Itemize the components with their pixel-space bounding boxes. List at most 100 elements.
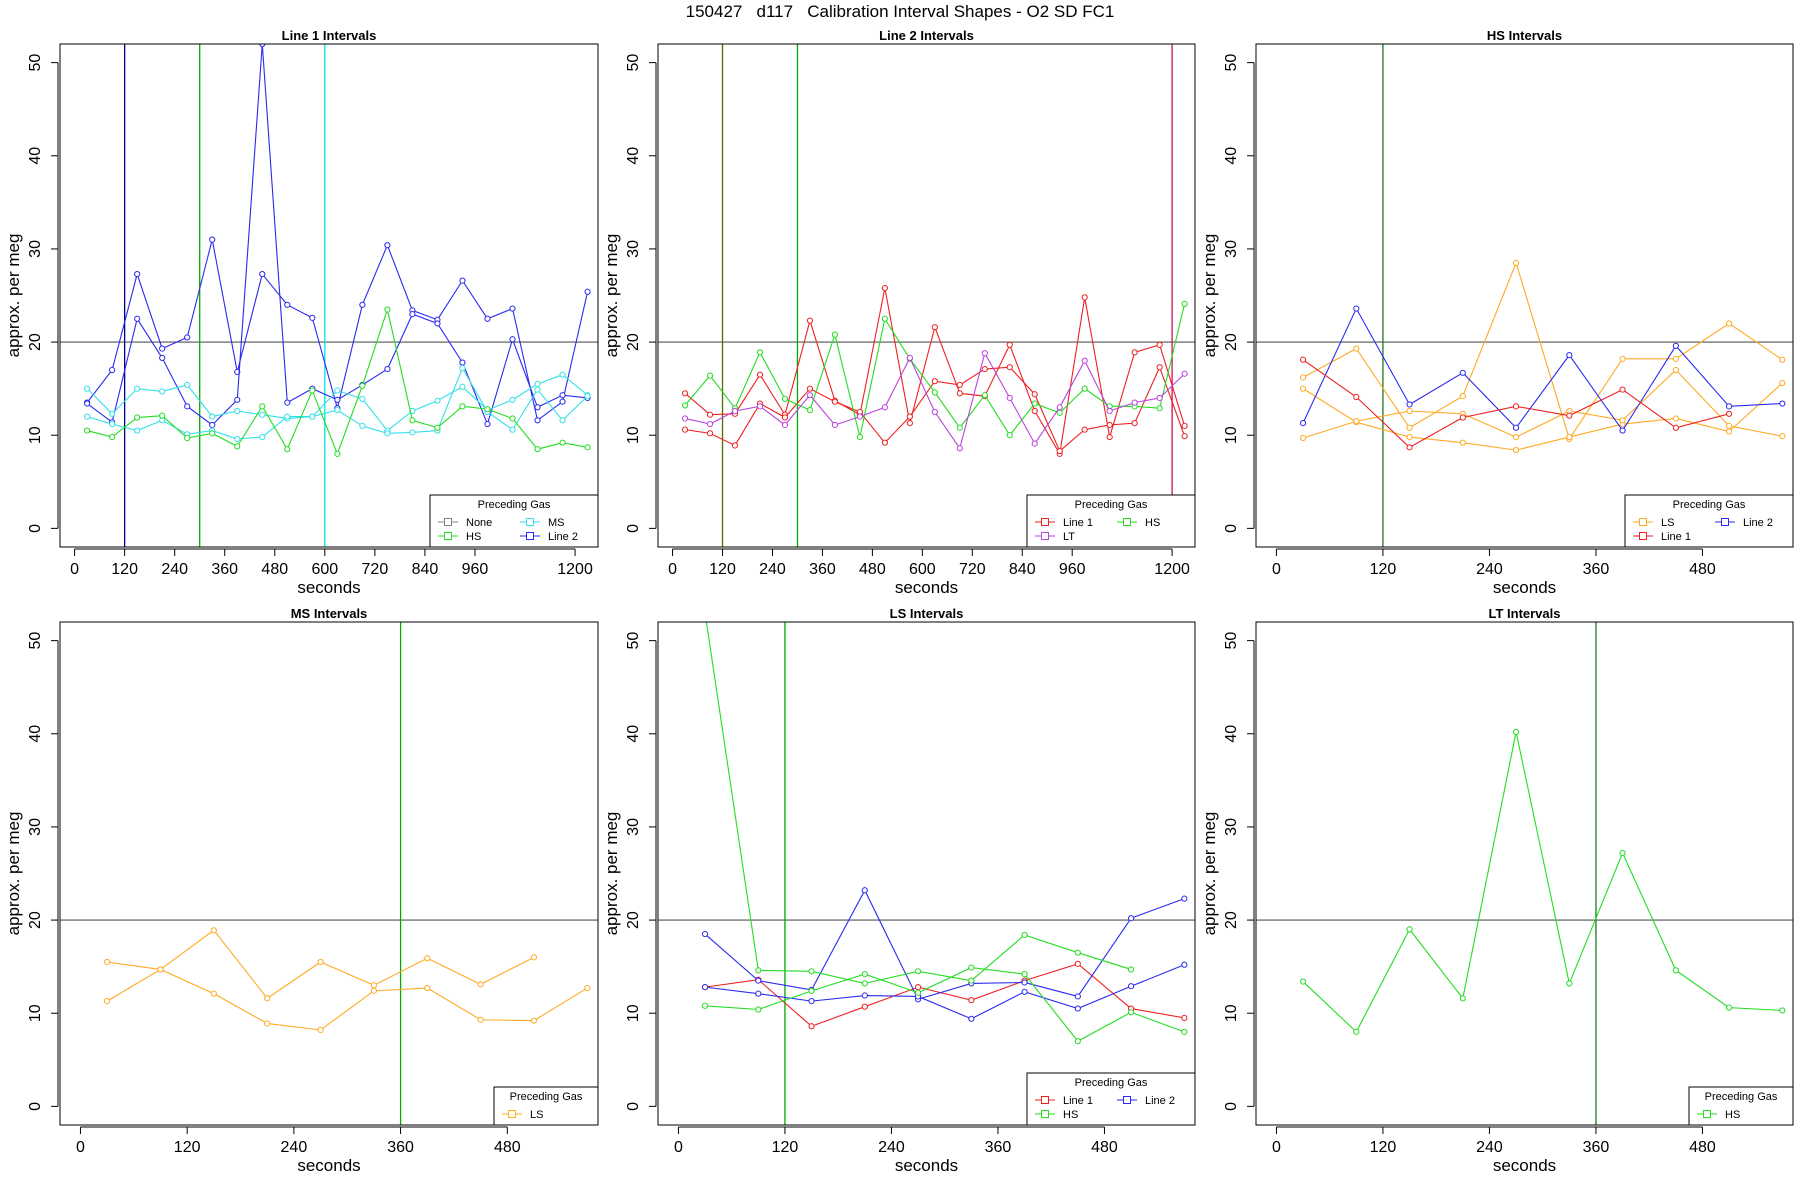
y-axis-label: approx. per meg xyxy=(4,812,23,936)
data-point xyxy=(1106,421,1113,429)
data-point xyxy=(109,420,116,428)
y-axis: 0 10 20 30 40 50 xyxy=(27,54,59,533)
data-point xyxy=(1406,444,1413,451)
y-axis-label: approx. per meg xyxy=(4,234,23,358)
data-point xyxy=(831,421,839,429)
data-point xyxy=(434,397,441,404)
data-point xyxy=(755,977,762,984)
x-tick-label: 0 xyxy=(70,561,79,578)
legend-swatch-marker xyxy=(526,532,534,540)
data-point xyxy=(906,354,913,362)
data-point xyxy=(134,385,141,392)
data-point xyxy=(259,411,266,418)
data-point xyxy=(434,320,441,327)
y-tick-label: 30 xyxy=(625,818,642,836)
data-point xyxy=(384,365,391,373)
data-point xyxy=(159,354,166,362)
data-point xyxy=(1672,355,1679,362)
data-point xyxy=(1127,983,1135,990)
x-tick-label: 1200 xyxy=(557,561,593,578)
data-point xyxy=(1512,433,1520,441)
data-point xyxy=(1619,355,1626,362)
x-axis: 0 120 240 360 480 xyxy=(674,1126,1118,1156)
data-point xyxy=(259,270,266,278)
series-line-ls xyxy=(1302,369,1783,439)
data-point xyxy=(1156,364,1163,371)
data-point xyxy=(234,407,241,415)
data-point xyxy=(584,984,591,992)
data-point xyxy=(1512,447,1520,454)
legend-title: Preceding Gas xyxy=(1705,1091,1778,1103)
x-tick-label: 0 xyxy=(76,1139,85,1156)
data-point xyxy=(1127,966,1135,973)
legend-entry-label: Line 1 xyxy=(1063,517,1093,529)
legend-swatch-marker xyxy=(1123,518,1131,526)
legend-box xyxy=(429,494,599,548)
data-point xyxy=(806,385,814,392)
data-point xyxy=(234,396,241,403)
x-tick-label: 240 xyxy=(1476,1139,1503,1156)
data-point xyxy=(159,388,166,395)
x-tick-label: 240 xyxy=(878,1139,905,1156)
panel-title: Line 2 Intervals xyxy=(879,28,974,43)
data-point xyxy=(956,445,963,452)
data-point xyxy=(264,995,271,1002)
data-point xyxy=(559,392,566,399)
series-line-ls xyxy=(1302,382,1783,451)
legend-title: Preceding Gas xyxy=(478,499,551,511)
data-point xyxy=(1031,391,1038,398)
data-point xyxy=(1131,349,1138,356)
data-point xyxy=(370,982,378,989)
data-point xyxy=(1181,300,1188,307)
y-tick-label: 10 xyxy=(1223,1004,1240,1022)
plot-frame xyxy=(657,621,1196,1126)
x-tick-label: 120 xyxy=(709,561,736,578)
data-point xyxy=(981,350,988,357)
data-point xyxy=(881,315,888,322)
data-point xyxy=(681,426,689,433)
data-point xyxy=(459,383,466,390)
y-tick-label: 0 xyxy=(1223,1102,1240,1111)
series-line-line-2 xyxy=(1302,307,1783,432)
y-tick-label: 50 xyxy=(625,632,642,650)
data-point xyxy=(209,430,216,437)
data-point xyxy=(559,439,566,446)
data-point xyxy=(1406,407,1413,415)
x-tick-label: 480 xyxy=(1689,561,1716,578)
x-tick-label: 840 xyxy=(412,561,439,578)
x-tick-label: 120 xyxy=(1370,1139,1397,1156)
x-tick-label: 360 xyxy=(985,1139,1012,1156)
y-tick-label: 50 xyxy=(1223,632,1240,650)
data-point xyxy=(756,349,764,356)
data-point xyxy=(209,236,216,243)
data-point xyxy=(1081,426,1088,433)
data-point xyxy=(459,277,466,284)
legend-swatch-marker xyxy=(444,518,452,526)
data-point xyxy=(334,396,341,403)
legend-box xyxy=(1026,1072,1196,1126)
data-point xyxy=(84,385,91,392)
y-axis-label: approx. per meg xyxy=(602,234,621,358)
data-point xyxy=(1106,407,1113,415)
data-point xyxy=(706,372,714,379)
legend-entry-label: Line 2 xyxy=(1145,1095,1175,1107)
data-point xyxy=(530,1017,538,1024)
legend-entry-label: HS xyxy=(466,531,481,543)
x-axis-label: seconds xyxy=(1493,1156,1556,1175)
x-tick-label: 240 xyxy=(759,561,786,578)
panel-title: LS Intervals xyxy=(890,606,964,621)
data-point xyxy=(1406,424,1413,431)
plot-frame xyxy=(1255,621,1794,1126)
x-tick-label: 120 xyxy=(111,561,138,578)
data-point xyxy=(861,887,868,894)
data-point xyxy=(104,998,111,1005)
data-point xyxy=(701,930,709,938)
y-tick-label: 40 xyxy=(1223,725,1240,743)
data-point xyxy=(424,955,431,962)
data-point xyxy=(856,433,863,441)
panel-title: HS Intervals xyxy=(1487,28,1562,43)
legend-entry-label: HS xyxy=(1145,517,1160,529)
data-point xyxy=(184,403,191,410)
legend-swatch-marker xyxy=(1041,532,1049,540)
